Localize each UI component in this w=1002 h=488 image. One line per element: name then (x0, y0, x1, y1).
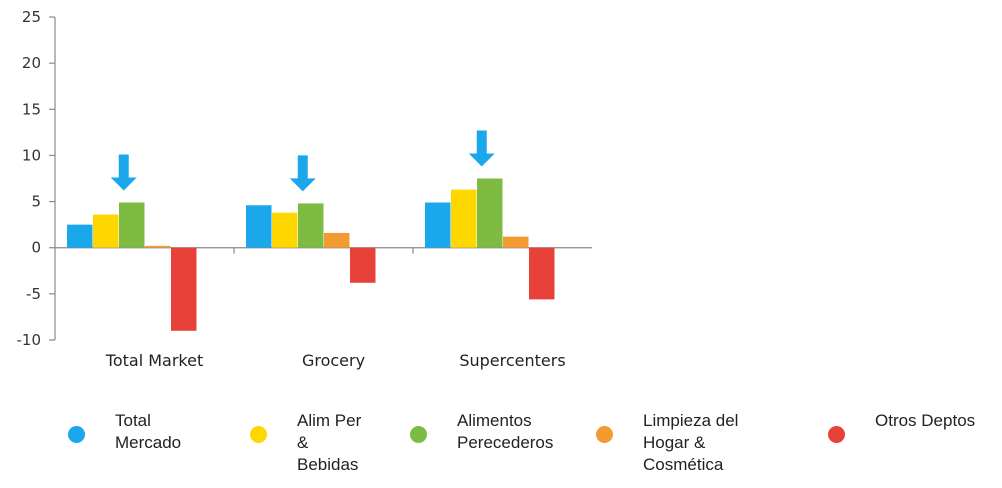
bar-grocery-alimentos-perecederos (298, 203, 324, 248)
legend-item-total-mercado: Total Mercado (68, 410, 181, 454)
legend: Total Mercado Alim Per & Bebidas Aliment… (0, 410, 1002, 488)
legend-label-limpieza-hogar-cosmetica: Limpieza del Hogar & Cosmética (643, 411, 739, 474)
bar-grocery-otros-deptos (350, 247, 376, 283)
bar-chart: 25 20 15 10 5 0 -5 -10 Total Market Grocery Super… (17, 8, 592, 370)
bar-supercenters-limpieza-del-hogar-cosm-tica (503, 236, 529, 248)
bar-total-market-limpieza-del-hogar-cosm-tica (145, 245, 171, 248)
bar-supercenters-otros-deptos (529, 247, 555, 300)
legend-label-alimentos-perecederos: Alimentos Perecederos (457, 411, 554, 452)
legend-marker-limpieza-hogar-cosmetica (596, 426, 613, 443)
legend-marker-alim-per-bebidas (250, 426, 267, 443)
bar-supercenters-alimentos-perecederos (477, 178, 503, 248)
legend-marker-otros-deptos (828, 426, 845, 443)
bar-total-market-total-mercado (67, 224, 93, 248)
bar-grocery-total-mercado (246, 205, 272, 248)
y-tick-label: 25 (22, 8, 41, 26)
bars (67, 178, 555, 331)
bar-grocery-limpieza-del-hogar-cosm-tica (324, 232, 350, 248)
bar-total-market-alim-per-bebidas (93, 214, 119, 248)
bar-total-market-alimentos-perecederos (119, 202, 145, 248)
bar-grocery-alim-per-bebidas (272, 212, 298, 248)
legend-item-limpieza-hogar-cosmetica: Limpieza del Hogar & Cosmética (596, 410, 738, 476)
legend-marker-total-mercado (68, 426, 85, 443)
legend-item-otros-deptos: Otros Deptos (828, 410, 975, 443)
x-category-label-total-market: Total Market (105, 351, 203, 370)
y-tick-label: 15 (22, 100, 41, 118)
bar-supercenters-total-mercado (425, 202, 451, 248)
y-tick-label: 0 (31, 239, 41, 257)
down-arrow-icon (468, 130, 495, 167)
down-arrow-icon (289, 155, 316, 192)
y-tick-label: 10 (22, 146, 41, 164)
y-tick-label: 5 (31, 193, 41, 211)
legend-marker-alimentos-perecederos (410, 426, 427, 443)
x-category-label-grocery: Grocery (302, 351, 365, 370)
annotations (110, 130, 495, 192)
legend-item-alim-per-bebidas: Alim Per & Bebidas (250, 410, 361, 476)
y-axis: 25 20 15 10 5 0 -5 -10 (17, 8, 56, 349)
x-category-label-supercenters: Supercenters (459, 351, 565, 370)
x-axis: Total Market Grocery Supercenters (55, 247, 592, 370)
down-arrow-icon (110, 154, 137, 191)
legend-item-alimentos-perecederos: Alimentos Perecederos (410, 410, 553, 454)
legend-label-otros-deptos: Otros Deptos (875, 411, 976, 430)
bar-supercenters-alim-per-bebidas (451, 189, 477, 248)
legend-label-alim-per-bebidas: Alim Per & Bebidas (297, 411, 362, 474)
y-tick-label: -10 (17, 331, 42, 349)
bar-total-market-otros-deptos (171, 247, 197, 331)
y-tick-label: -5 (26, 285, 41, 303)
legend-label-total-mercado: Total Mercado (115, 411, 182, 452)
y-tick-label: 20 (22, 54, 41, 72)
